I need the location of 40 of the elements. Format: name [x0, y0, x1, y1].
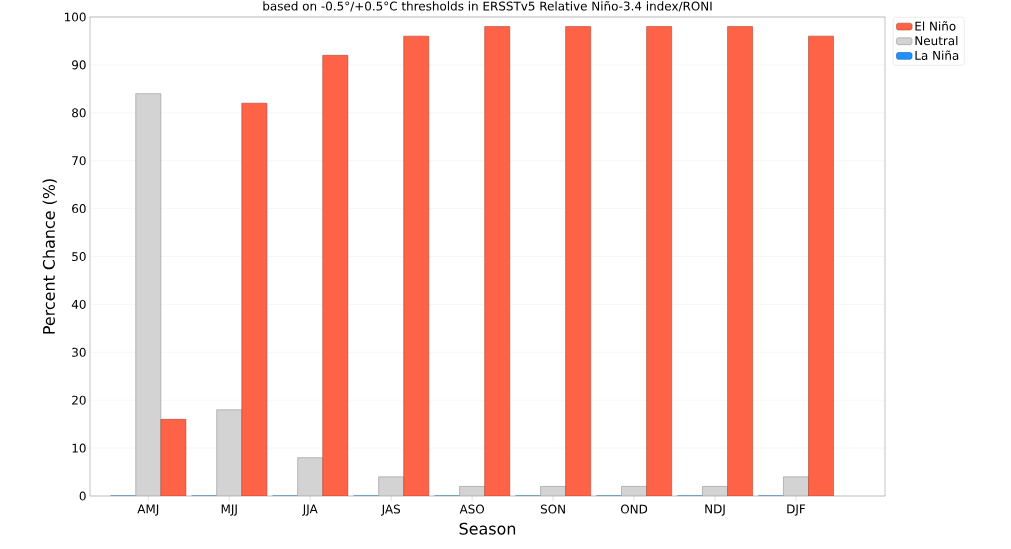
y-tick-label: 70 [72, 156, 86, 166]
bar [135, 93, 162, 496]
bar [403, 35, 430, 496]
y-tick-label: 80 [72, 108, 86, 118]
y-tick-label: 20 [72, 395, 86, 405]
x-tick-label: ASO [459, 504, 485, 514]
x-tick-label: OND [620, 504, 648, 514]
bar [484, 26, 511, 496]
bar [727, 26, 753, 496]
x-tick-label: SON [540, 504, 565, 514]
bar [808, 35, 834, 496]
x-tick-label: NDJ [705, 504, 725, 516]
chart-subtitle: based on -0.5°/+0.5°C thresholds in ERSSTv5 Relative Niño-3.4 index/RONI [263, 1, 712, 12]
x-tick-label: AMJ [137, 504, 159, 516]
bar [216, 409, 243, 496]
bar [322, 55, 349, 496]
y-tick-label: 90 [72, 60, 86, 70]
y-tick-label: 50 [72, 251, 86, 262]
y-tick-label: 40 [71, 299, 86, 309]
x-tick-label: JJA [302, 504, 318, 516]
legend-label: Neutral [915, 35, 958, 46]
bar [297, 457, 324, 496]
y-tick-label: 10 [72, 443, 86, 453]
bar [646, 26, 672, 496]
y-tick-label: 30 [72, 347, 86, 357]
x-tick-label: DJF [787, 504, 806, 516]
bar [565, 26, 592, 496]
legend-label: La Niña [915, 50, 959, 60]
bar [378, 476, 405, 496]
bar [241, 102, 268, 496]
y-tick-label: 100 [64, 12, 86, 22]
y-axis-title: Percent Chance (%) [42, 179, 57, 334]
x-tick-label: MJJ [221, 504, 237, 516]
x-tick-label: JAS [381, 504, 401, 516]
bar [160, 419, 187, 496]
x-axis-title: Season [459, 522, 516, 535]
bar [783, 476, 809, 496]
legend-label: El Niño [915, 21, 956, 31]
y-tick-label: 0 [79, 491, 86, 501]
y-tick-label: 60 [72, 204, 86, 214]
